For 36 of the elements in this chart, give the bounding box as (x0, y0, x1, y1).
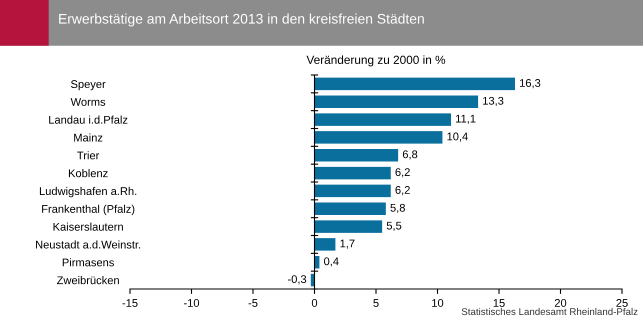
data-label: 6,2 (395, 168, 410, 178)
y-tick-label: Ludwigshafen a.Rh. (40, 186, 136, 198)
y-tick-label: Frankenthal (Pfalz) (42, 204, 134, 216)
x-tick-label: 5 (373, 299, 379, 307)
x-tick-label: 0 (312, 299, 318, 307)
y-tick-label: Landau i.d.Pfalz (49, 116, 128, 124)
y-tick-label: Koblenz (68, 169, 108, 178)
data-label: 10,4 (447, 132, 468, 142)
x-tick-label: 25 (616, 299, 628, 307)
y-tick-label: Neustadt a.d.Weinstr. (36, 240, 140, 249)
data-label: 0,4 (324, 257, 339, 267)
y-tick-label: Pirmasens (62, 258, 114, 266)
x-tick-label: 10 (432, 299, 444, 307)
y-tick-label: Speyer (71, 80, 106, 90)
data-label: 16,3 (520, 79, 540, 88)
y-tick-label: Zweibrücken (56, 276, 119, 284)
data-label: 5,5 (386, 222, 402, 231)
data-label: 1,7 (340, 240, 354, 249)
text: Statistisches Landesamt Rheinland-Pfalz (462, 308, 638, 316)
x-tick-label: -10 (184, 299, 200, 307)
data-label: 11,1 (456, 114, 476, 124)
y-tick-label: Kaiserslautern (54, 222, 123, 231)
data-label: 6,2 (395, 186, 410, 196)
x-tick-label: 15 (494, 299, 505, 307)
data-label: -0,3 (288, 275, 306, 284)
y-tick-label: Mainz (74, 133, 102, 142)
y-tick-label: Trier (77, 151, 100, 160)
data-label: 5,8 (390, 204, 405, 214)
chart-subtitle: Veränderung zu 2000 in % (306, 55, 446, 66)
x-tick-label: 20 (554, 299, 566, 307)
data-label: 13,3 (483, 96, 504, 106)
chart-title: Erwerbstätige am Arbeitsort 2013 in den kreisfreien Städten (59, 14, 424, 26)
data-label: 6,8 (402, 150, 418, 160)
x-tick-label: -5 (248, 299, 258, 307)
y-tick-label: Worms (70, 98, 106, 106)
x-tick-label: -15 (122, 299, 138, 307)
